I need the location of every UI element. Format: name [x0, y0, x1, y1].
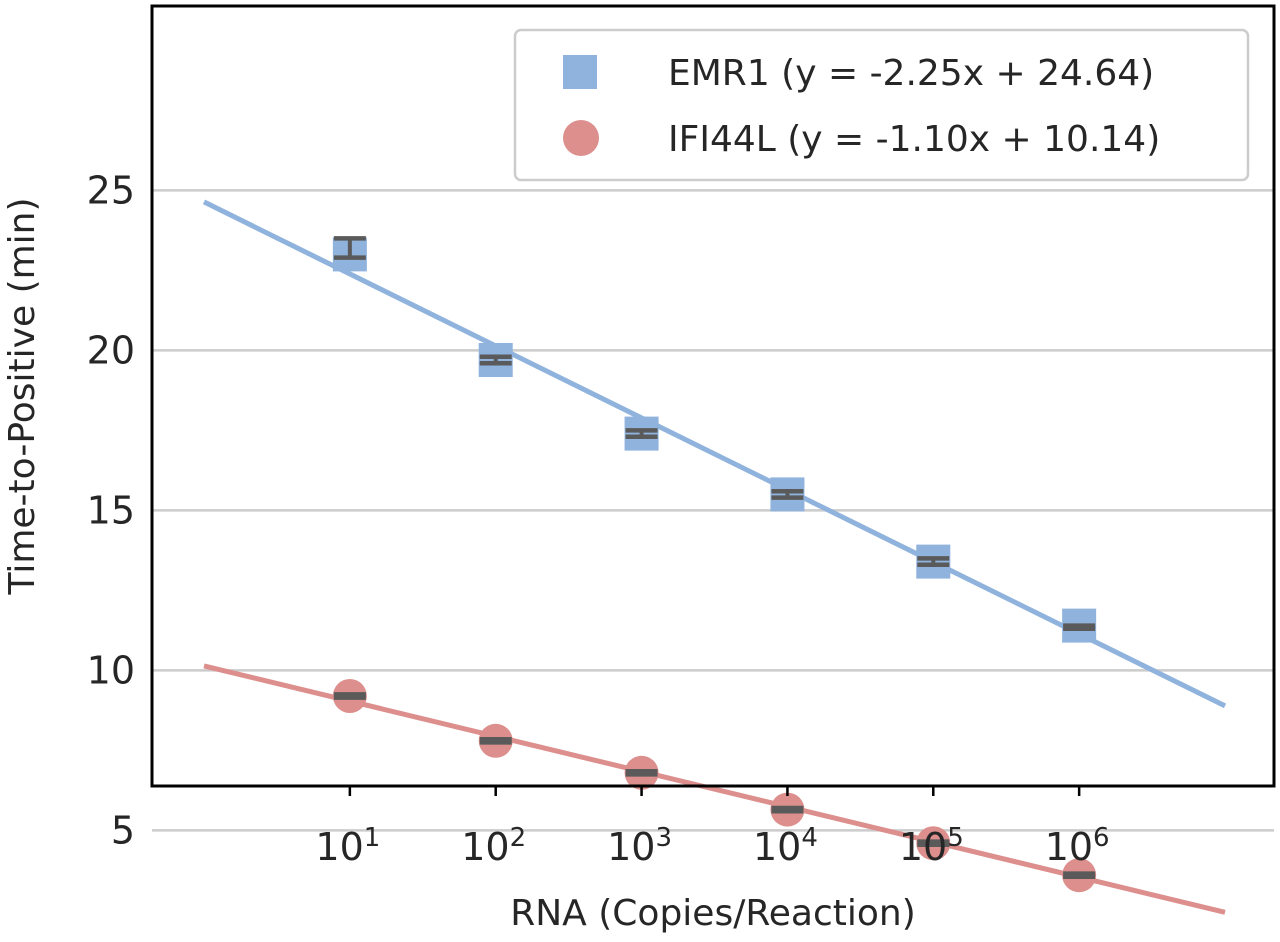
x-tick-base: 10	[315, 825, 363, 869]
y-axis-title: Time-to-Positive (min)	[2, 197, 43, 595]
x-tick-exponent: 2	[510, 823, 527, 853]
x-tick-exponent: 4	[801, 823, 818, 853]
y-tick-label-25: 25	[87, 168, 135, 212]
errorbar-ifi44l-3	[625, 768, 658, 777]
x-tick-exponent: 3	[655, 823, 672, 853]
x-axis-title: RNA (Copies/Reaction)	[510, 893, 916, 934]
x-tick-exponent: 6	[1093, 823, 1110, 853]
error-bars	[333, 236, 1096, 880]
data-points	[332, 237, 1097, 893]
y-axis-ticks: 5 10 15 20 25	[87, 168, 135, 852]
errorbar-emr1-3	[625, 428, 658, 440]
legend-label-emr1: EMR1 (y = -2.25x + 24.64)	[668, 53, 1154, 94]
x-tick-base: 10	[899, 825, 947, 869]
x-tick-base: 10	[607, 825, 655, 869]
x-tick-label-1: 101	[315, 823, 380, 869]
x-axis-ticks: 101 102 103 104 105 106	[315, 786, 1110, 869]
y-tick-label-10: 10	[87, 648, 135, 692]
x-tick-exponent: 1	[364, 823, 381, 853]
legend-marker-emr1	[563, 55, 597, 89]
errorbar-emr1-1	[333, 236, 366, 260]
errorbar-emr1-4	[771, 488, 804, 500]
x-tick-exponent: 5	[947, 823, 964, 853]
legend-box	[513, 28, 1250, 182]
errorbar-emr1-6	[1063, 623, 1096, 632]
x-tick-label-5: 105	[899, 823, 964, 869]
fit-line-emr1	[202, 199, 1227, 709]
x-tick-base: 10	[1045, 825, 1093, 869]
fit-line-ifi44l	[203, 663, 1226, 915]
errorbar-emr1-2	[479, 354, 512, 366]
y-tick-label-20: 20	[87, 328, 135, 372]
x-tick-label-4: 104	[753, 823, 818, 869]
plot-frame	[150, 4, 1276, 788]
x-tick-label-3: 103	[607, 823, 672, 869]
legend: EMR1 (y = -2.25x + 24.64) IFI44L (y = -1…	[513, 28, 1250, 182]
errorbar-ifi44l-4	[771, 805, 804, 814]
y-tick-label-15: 15	[87, 488, 135, 532]
legend-marker-ifi44l	[563, 120, 599, 156]
errorbar-ifi44l-6	[1063, 871, 1096, 880]
x-tick-base: 10	[461, 825, 509, 869]
x-tick-base: 10	[753, 825, 801, 869]
errorbar-ifi44l-5	[917, 839, 950, 848]
fit-lines	[202, 199, 1227, 915]
legend-label-ifi44l: IFI44L (y = -1.10x + 10.14)	[668, 119, 1160, 160]
errorbar-ifi44l-2	[479, 736, 512, 745]
y-tick-label-5: 5	[111, 808, 135, 852]
errorbar-emr1-5	[917, 556, 950, 568]
gridlines	[152, 189, 1274, 832]
x-tick-label-2: 102	[461, 823, 526, 869]
x-tick-label-6: 106	[1045, 823, 1110, 869]
errorbar-ifi44l-1	[333, 692, 366, 700]
